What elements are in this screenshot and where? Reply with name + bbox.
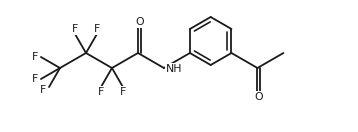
Text: NH: NH xyxy=(166,64,182,74)
Text: F: F xyxy=(40,85,46,95)
Text: O: O xyxy=(135,17,144,27)
Text: F: F xyxy=(72,24,78,34)
Text: O: O xyxy=(255,92,263,102)
Text: F: F xyxy=(120,87,126,97)
Text: F: F xyxy=(32,74,38,84)
Text: F: F xyxy=(32,52,38,62)
Text: F: F xyxy=(98,87,104,97)
Text: F: F xyxy=(94,24,100,34)
